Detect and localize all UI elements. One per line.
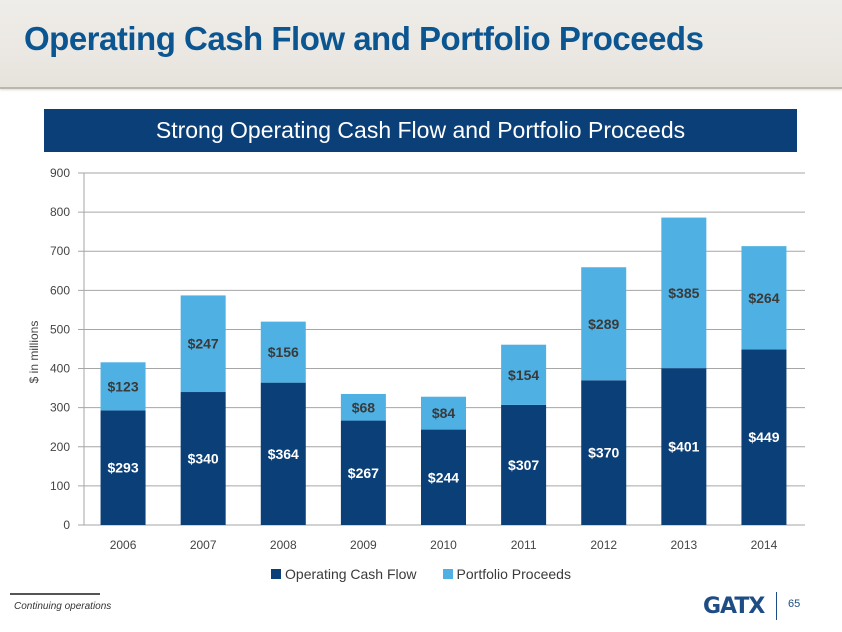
- legend-label: Operating Cash Flow: [285, 566, 417, 582]
- bar-operating-cash-flow-2008: [260, 382, 306, 525]
- bar-portfolio-proceeds-2013: [661, 217, 707, 369]
- chart-banner: Strong Operating Cash Flow and Portfolio…: [44, 109, 797, 152]
- y-tick-label: 0: [63, 518, 70, 532]
- footer-divider: [10, 593, 100, 595]
- data-label: $370: [588, 445, 619, 461]
- data-label: $340: [188, 451, 219, 467]
- bar-operating-cash-flow-2013: [661, 368, 707, 525]
- legend-swatch-operating-cash-flow: [271, 569, 282, 579]
- y-tick-label: 800: [50, 205, 70, 219]
- stacked-bar-chart: 0 100 200 300 400 500 600 700 800 900 $ in million…: [27, 166, 805, 552]
- bar-portfolio-proceeds-2008: [260, 321, 306, 383]
- bar-operating-cash-flow-2007: [180, 392, 226, 525]
- gatx-logo: GATX: [703, 594, 765, 619]
- x-tick-label: 2011: [511, 538, 537, 552]
- data-label: $123: [107, 378, 138, 394]
- data-label: $385: [668, 285, 699, 301]
- chart-title: Strong Operating Cash Flow and Portfolio…: [155, 117, 686, 143]
- data-label: $84: [432, 405, 456, 421]
- data-label: $68: [352, 399, 376, 415]
- y-tick-label: 100: [50, 479, 70, 493]
- y-tick-label: 700: [50, 244, 70, 258]
- y-tick-label: 400: [50, 362, 70, 376]
- bar-portfolio-proceeds-2014: [741, 246, 787, 350]
- bar-portfolio-proceeds-2006: [100, 362, 146, 411]
- x-tick-label: 2008: [270, 538, 297, 552]
- chart-legend: Operating Cash Flow Portfolio Proceeds: [0, 566, 842, 582]
- data-label: $289: [588, 316, 619, 332]
- bar-operating-cash-flow-2010: [421, 429, 466, 525]
- x-tick-label: 2014: [751, 538, 778, 552]
- y-tick-label: 900: [50, 166, 70, 180]
- data-label: $156: [268, 344, 299, 360]
- data-label: $247: [188, 336, 219, 352]
- y-tick-label: 300: [50, 401, 70, 415]
- data-label: $264: [748, 290, 779, 306]
- bar-operating-cash-flow-2009: [340, 420, 386, 525]
- data-label: $401: [668, 439, 699, 455]
- bar-portfolio-proceeds-2007: [180, 295, 226, 393]
- footnote: Continuing operations: [14, 601, 112, 612]
- data-label: $449: [748, 429, 779, 445]
- x-tick-label: 2013: [670, 538, 697, 552]
- bar-portfolio-proceeds-2010: [421, 396, 466, 430]
- logo-separator: [776, 592, 777, 620]
- bar-portfolio-proceeds-2009: [340, 393, 386, 421]
- page-title: Operating Cash Flow and Portfolio Procee…: [24, 20, 704, 57]
- data-label: $244: [428, 469, 459, 485]
- bar-portfolio-proceeds-2012: [581, 267, 627, 381]
- y-tick-label: 500: [50, 322, 70, 336]
- y-tick-label: 200: [50, 440, 70, 454]
- data-label: $154: [508, 367, 539, 383]
- data-label: $293: [107, 460, 138, 476]
- y-tick-label: 600: [50, 283, 70, 297]
- header-band: Operating Cash Flow and Portfolio Procee…: [0, 0, 842, 89]
- x-tick-label: 2010: [430, 538, 457, 552]
- data-label: $364: [268, 446, 299, 462]
- bar-operating-cash-flow-2011: [501, 404, 547, 525]
- bar-operating-cash-flow-2006: [100, 410, 146, 525]
- x-tick-label: 2007: [190, 538, 217, 552]
- legend-item-operating-cash-flow: Operating Cash Flow: [271, 566, 417, 582]
- data-label: $267: [348, 465, 379, 481]
- bar-portfolio-proceeds-2011: [501, 344, 547, 405]
- legend-item-portfolio-proceeds: Portfolio Proceeds: [442, 566, 571, 582]
- page-number: 65: [788, 598, 801, 610]
- data-label: $307: [508, 457, 539, 473]
- x-tick-label: 2012: [590, 538, 617, 552]
- bar-operating-cash-flow-2012: [581, 380, 627, 525]
- x-tick-label: 2006: [110, 538, 137, 552]
- bar-operating-cash-flow-2014: [741, 349, 787, 525]
- legend-label: Portfolio Proceeds: [456, 566, 571, 582]
- legend-swatch-portfolio-proceeds: [442, 569, 453, 579]
- y-axis-title: $ in millions: [27, 321, 41, 384]
- x-tick-label: 2009: [350, 538, 377, 552]
